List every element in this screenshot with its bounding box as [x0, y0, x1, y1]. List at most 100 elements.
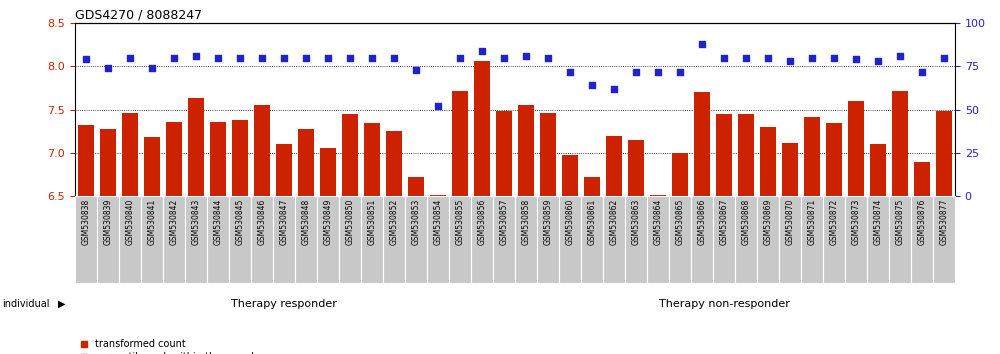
Point: [122, 55, 138, 61]
Text: GSM530849: GSM530849: [324, 199, 332, 245]
Point: [826, 55, 842, 61]
Bar: [911, 196, 933, 283]
Bar: [408, 177, 424, 196]
Bar: [870, 144, 886, 196]
Bar: [254, 105, 270, 196]
Bar: [779, 196, 801, 283]
Point: [738, 55, 754, 61]
Bar: [801, 196, 823, 283]
Text: individual: individual: [2, 298, 50, 309]
Text: GSM530858: GSM530858: [522, 199, 530, 245]
Bar: [298, 129, 314, 196]
Bar: [295, 196, 317, 283]
Bar: [760, 127, 776, 196]
Bar: [562, 155, 578, 196]
Bar: [75, 196, 97, 283]
Text: GSM530853: GSM530853: [412, 199, 420, 245]
Bar: [606, 136, 622, 196]
Point: [606, 86, 622, 92]
Bar: [386, 131, 402, 196]
Bar: [867, 196, 889, 283]
Bar: [471, 196, 493, 283]
Bar: [581, 196, 603, 283]
Bar: [892, 91, 908, 196]
Bar: [361, 196, 383, 283]
Text: GSM530862: GSM530862: [610, 199, 618, 245]
Bar: [496, 112, 512, 196]
Bar: [474, 61, 490, 196]
Point: [144, 65, 160, 71]
Text: GSM530841: GSM530841: [148, 199, 156, 245]
Text: GSM530852: GSM530852: [390, 199, 398, 245]
Bar: [804, 117, 820, 196]
Text: GSM530874: GSM530874: [874, 199, 883, 245]
Bar: [936, 112, 952, 196]
Text: GSM530861: GSM530861: [588, 199, 596, 245]
Text: ▶: ▶: [58, 298, 65, 309]
Bar: [166, 122, 182, 196]
Point: [892, 53, 908, 59]
Bar: [757, 196, 779, 283]
Bar: [672, 153, 688, 196]
Point: [474, 48, 490, 53]
Bar: [122, 113, 138, 196]
Bar: [933, 196, 955, 283]
Text: GSM530854: GSM530854: [434, 199, 442, 245]
Bar: [713, 196, 735, 283]
Bar: [826, 123, 842, 196]
Point: [760, 55, 776, 61]
Bar: [185, 196, 207, 283]
Bar: [782, 143, 798, 196]
Point: [254, 55, 270, 61]
Bar: [603, 196, 625, 283]
Text: GSM530877: GSM530877: [940, 199, 948, 245]
Bar: [405, 196, 427, 283]
Bar: [320, 148, 336, 196]
Point: [100, 65, 116, 71]
Text: GSM530869: GSM530869: [764, 199, 772, 245]
Bar: [848, 101, 864, 196]
Point: [78, 57, 94, 62]
Text: GSM530860: GSM530860: [566, 199, 574, 245]
Bar: [317, 196, 339, 283]
Text: GSM530848: GSM530848: [302, 199, 310, 245]
Bar: [650, 195, 666, 196]
Point: [650, 69, 666, 74]
Bar: [427, 196, 449, 283]
Bar: [735, 196, 757, 283]
Text: GSM530859: GSM530859: [544, 199, 552, 245]
Bar: [584, 177, 600, 196]
Point: [518, 53, 534, 59]
Bar: [430, 195, 446, 196]
Bar: [144, 137, 160, 196]
Bar: [207, 196, 229, 283]
Bar: [452, 91, 468, 196]
Bar: [518, 105, 534, 196]
Point: [804, 55, 820, 61]
Text: GSM530873: GSM530873: [852, 199, 860, 245]
Point: [914, 69, 930, 74]
Text: Therapy responder: Therapy responder: [231, 298, 337, 309]
Text: GSM530875: GSM530875: [896, 199, 904, 245]
Bar: [383, 196, 405, 283]
Point: [320, 55, 336, 61]
Bar: [339, 196, 361, 283]
Text: GSM530865: GSM530865: [676, 199, 684, 245]
Bar: [694, 92, 710, 196]
Text: GSM530846: GSM530846: [258, 199, 266, 245]
Bar: [97, 196, 119, 283]
Text: GSM530847: GSM530847: [280, 199, 288, 245]
Bar: [647, 196, 669, 283]
Point: [672, 69, 688, 74]
Bar: [823, 196, 845, 283]
Text: GSM530870: GSM530870: [786, 199, 794, 245]
Point: [848, 57, 864, 62]
Bar: [845, 196, 867, 283]
Bar: [559, 196, 581, 283]
Text: GDS4270 / 8088247: GDS4270 / 8088247: [75, 9, 202, 22]
Bar: [100, 129, 116, 196]
Text: GSM530842: GSM530842: [170, 199, 178, 245]
Point: [364, 55, 380, 61]
Text: GSM530845: GSM530845: [236, 199, 244, 245]
Text: Therapy non-responder: Therapy non-responder: [659, 298, 789, 309]
